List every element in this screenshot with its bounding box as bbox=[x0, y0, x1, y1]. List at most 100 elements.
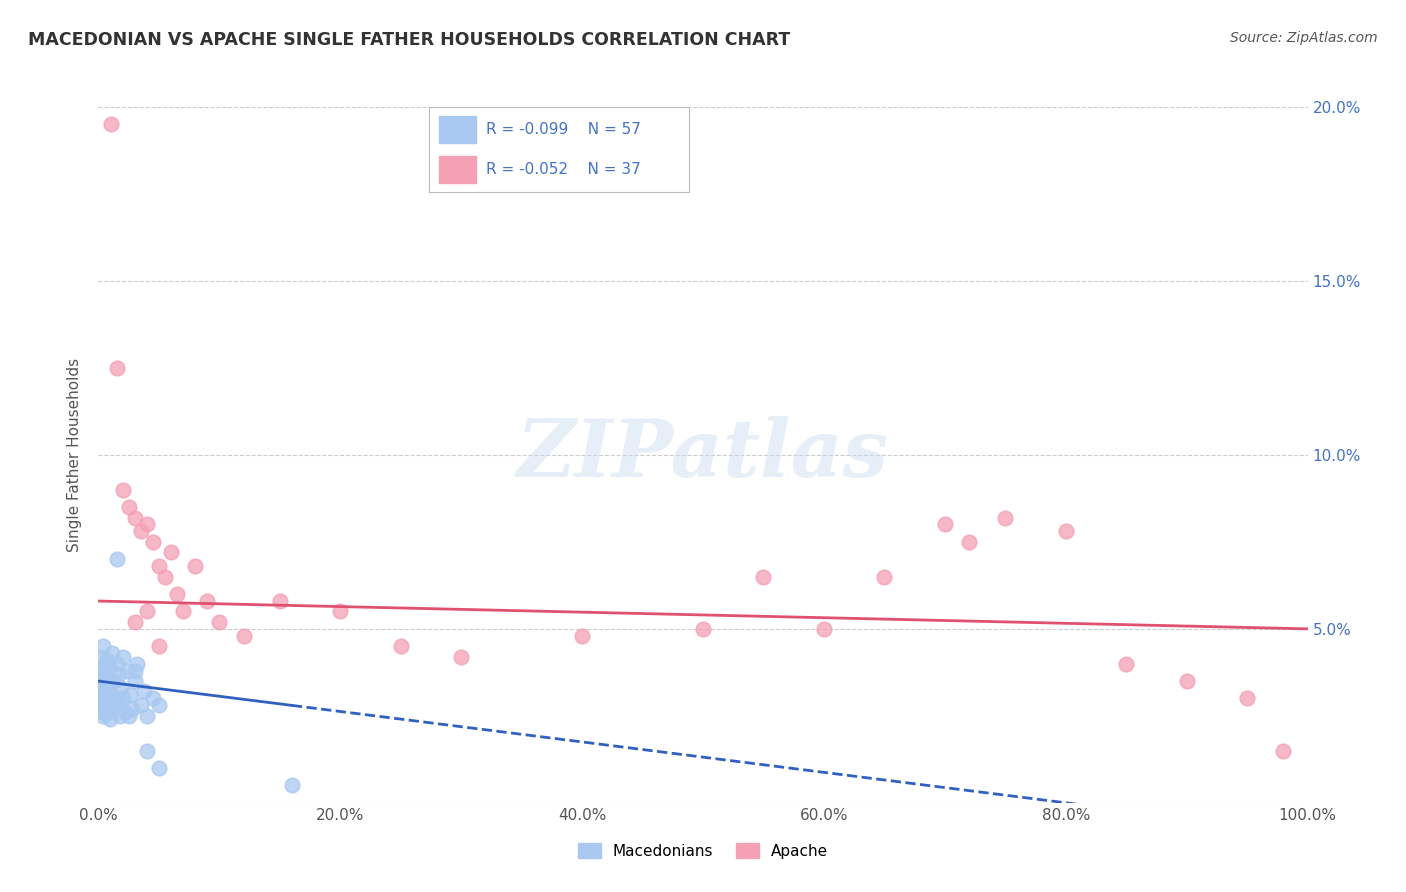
Point bbox=[97, 657, 120, 671]
Point bbox=[269, 594, 291, 608]
Text: R = -0.052    N = 37: R = -0.052 N = 37 bbox=[486, 162, 641, 178]
Point bbox=[329, 605, 352, 619]
Point bbox=[101, 698, 124, 713]
Point bbox=[93, 677, 115, 691]
Point bbox=[281, 778, 304, 793]
Point bbox=[110, 681, 132, 695]
Point bbox=[957, 534, 980, 549]
Point bbox=[571, 629, 593, 643]
Text: ZIPatlas: ZIPatlas bbox=[517, 417, 889, 493]
Point bbox=[1236, 691, 1258, 706]
Point bbox=[994, 510, 1017, 524]
Point bbox=[142, 534, 165, 549]
Point bbox=[142, 691, 165, 706]
Point bbox=[91, 664, 114, 678]
Point bbox=[160, 545, 183, 559]
Point bbox=[108, 667, 131, 681]
Point bbox=[153, 570, 176, 584]
Point bbox=[124, 674, 146, 689]
Point bbox=[94, 657, 117, 671]
Point bbox=[100, 646, 122, 660]
Point bbox=[232, 629, 254, 643]
Point bbox=[195, 594, 218, 608]
Point bbox=[91, 706, 114, 720]
Point bbox=[100, 117, 122, 131]
Point bbox=[107, 695, 129, 709]
Point bbox=[90, 649, 112, 664]
Point bbox=[1115, 657, 1137, 671]
Point bbox=[97, 706, 120, 720]
Point bbox=[89, 698, 111, 713]
Bar bbox=[439, 156, 475, 183]
Point bbox=[98, 660, 121, 674]
Point bbox=[118, 708, 141, 723]
Point bbox=[91, 639, 114, 653]
Legend: Macedonians, Apache: Macedonians, Apache bbox=[571, 837, 835, 864]
Point bbox=[114, 706, 136, 720]
Point bbox=[96, 702, 118, 716]
Point bbox=[124, 510, 146, 524]
Point bbox=[752, 570, 775, 584]
Point bbox=[813, 622, 835, 636]
Point bbox=[98, 712, 121, 726]
Point bbox=[129, 524, 152, 539]
Point bbox=[148, 698, 170, 713]
Point bbox=[934, 517, 956, 532]
Bar bbox=[439, 116, 475, 143]
Point bbox=[111, 483, 134, 497]
Point bbox=[105, 552, 128, 566]
Point bbox=[1272, 744, 1295, 758]
Text: MACEDONIAN VS APACHE SINGLE FATHER HOUSEHOLDS CORRELATION CHART: MACEDONIAN VS APACHE SINGLE FATHER HOUSE… bbox=[28, 31, 790, 49]
Point bbox=[90, 684, 112, 698]
Point bbox=[184, 559, 207, 574]
Point bbox=[91, 708, 114, 723]
Point bbox=[166, 587, 188, 601]
Point bbox=[172, 605, 194, 619]
Point bbox=[97, 677, 120, 691]
Point bbox=[121, 702, 143, 716]
Point bbox=[135, 708, 157, 723]
Point bbox=[103, 674, 125, 689]
Point bbox=[117, 664, 139, 678]
Point bbox=[129, 698, 152, 713]
Point bbox=[118, 500, 141, 514]
Point bbox=[105, 657, 128, 671]
Point bbox=[134, 684, 156, 698]
Point bbox=[148, 639, 170, 653]
Point bbox=[127, 657, 149, 671]
Point bbox=[124, 664, 146, 678]
Point bbox=[148, 559, 170, 574]
Point bbox=[96, 671, 118, 685]
Point bbox=[104, 691, 127, 706]
Point bbox=[105, 361, 128, 376]
Y-axis label: Single Father Households: Single Father Households bbox=[67, 358, 83, 552]
Point bbox=[90, 691, 112, 706]
Point bbox=[98, 695, 121, 709]
Point bbox=[96, 688, 118, 702]
Point bbox=[89, 674, 111, 689]
Point bbox=[91, 660, 114, 674]
Point bbox=[135, 605, 157, 619]
Text: Source: ZipAtlas.com: Source: ZipAtlas.com bbox=[1230, 31, 1378, 45]
Point bbox=[135, 517, 157, 532]
Point bbox=[208, 615, 231, 629]
Point bbox=[1054, 524, 1077, 539]
Point bbox=[118, 688, 141, 702]
Point bbox=[94, 681, 117, 695]
Point bbox=[135, 744, 157, 758]
Point bbox=[111, 649, 134, 664]
Point bbox=[100, 688, 122, 702]
Point bbox=[94, 702, 117, 716]
Point bbox=[108, 708, 131, 723]
Point bbox=[692, 622, 714, 636]
Point bbox=[389, 639, 412, 653]
Point bbox=[93, 684, 115, 698]
Point bbox=[148, 761, 170, 775]
Point bbox=[100, 674, 122, 689]
Point bbox=[111, 691, 134, 706]
Point bbox=[124, 615, 146, 629]
Point bbox=[93, 695, 115, 709]
Point bbox=[450, 649, 472, 664]
Point bbox=[1175, 674, 1198, 689]
Text: R = -0.099    N = 57: R = -0.099 N = 57 bbox=[486, 121, 641, 136]
